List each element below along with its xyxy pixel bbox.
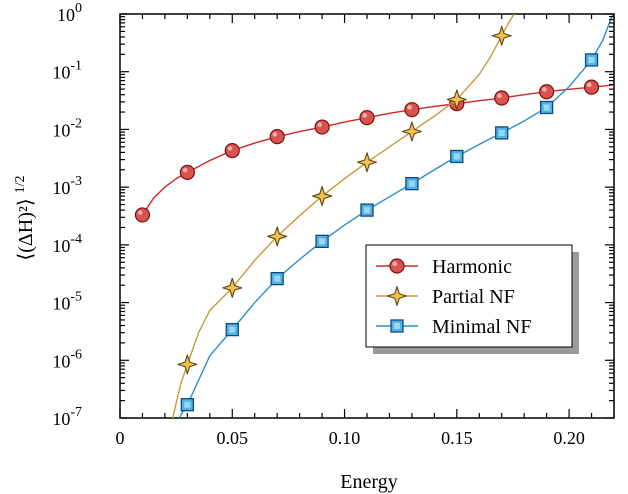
data-point-highlight: [272, 132, 278, 137]
data-point-highlight: [543, 104, 550, 111]
y-tick-label: 10-3: [52, 174, 82, 198]
legend-label: Harmonic: [432, 256, 512, 278]
x-tick-label: 0.20: [553, 428, 585, 448]
y-tick-label-exponent: -7: [70, 405, 82, 420]
ticks-layer: [119, 13, 615, 419]
x-tick-label: 0: [116, 428, 125, 448]
data-point: [446, 89, 467, 110]
tick-labels-layer: 0 0.05 0.10 0.15 0.2010010-110-210-310-410-5…: [52, 1, 585, 448]
data-point: [539, 84, 555, 100]
data-point: [494, 90, 510, 106]
x-axis-title: Energy: [340, 471, 397, 493]
data-point-highlight: [407, 105, 412, 110]
y-tick-label-base: 10: [52, 120, 70, 140]
data-point-highlight: [319, 238, 326, 245]
data-point-highlight: [274, 275, 281, 282]
legend-marker: [386, 285, 408, 307]
y-tick-label-exponent: -6: [70, 347, 82, 362]
data-point-highlight: [408, 180, 415, 187]
data-point-highlight: [182, 167, 188, 173]
data-point: [312, 186, 333, 207]
legend-marker-highlight: [392, 261, 398, 267]
data-point-highlight: [497, 93, 502, 99]
y-axis-title: ⟨(ΔH)²⟩ 1/2: [13, 175, 37, 260]
y-tick-label-exponent: -4: [70, 232, 82, 247]
data-point-highlight: [364, 207, 370, 214]
x-tick-label: 0.05: [217, 428, 249, 448]
data-point: [583, 79, 600, 95]
series-partial-nf: [172, 14, 515, 418]
series-minimal-nf: [178, 14, 614, 418]
y-tick-label: 100: [57, 1, 82, 25]
data-point-highlight: [586, 82, 592, 88]
data-point-highlight: [229, 326, 236, 333]
data-point: [267, 226, 288, 247]
data-point: [224, 142, 240, 159]
legend-marker-highlight: [394, 323, 400, 329]
data-point: [179, 164, 195, 181]
y-tick-label-exponent: -5: [70, 290, 82, 305]
legend-entry: Harmonic: [376, 256, 512, 278]
y-tick-label: 10-4: [52, 232, 82, 256]
y-tick-label-base: 10: [52, 409, 70, 429]
y-tick-label-base: 10: [57, 5, 75, 25]
series-line: [178, 14, 614, 418]
y-tick-label: 10-6: [52, 347, 82, 371]
data-point: [177, 354, 198, 375]
legend-entry: Minimal NF: [376, 316, 531, 338]
series-line: [172, 14, 515, 418]
y-tick-label-exponent: 0: [75, 1, 82, 16]
y-axis-title-exponent: 1/2: [13, 175, 28, 193]
y-tick-label: 10-7: [52, 405, 82, 429]
y-tick-label-base: 10: [52, 351, 70, 371]
y-tick-label-exponent: -2: [70, 116, 82, 131]
data-point: [491, 25, 512, 46]
y-tick-label: 10-1: [52, 59, 82, 83]
data-point-highlight: [227, 145, 233, 151]
legend-label: Partial NF: [432, 286, 515, 308]
data-point: [404, 102, 420, 118]
data-point-highlight: [317, 122, 323, 128]
y-tick-label-base: 10: [52, 294, 70, 314]
data-point: [401, 121, 422, 142]
y-tick-label-exponent: -1: [70, 59, 82, 74]
legend-entry: Partial NF: [376, 285, 515, 308]
y-tick-label-base: 10: [52, 236, 70, 256]
data-point-highlight: [184, 401, 191, 408]
data-point: [134, 207, 151, 223]
data-point-highlight: [137, 210, 143, 215]
data-point-highlight: [362, 113, 368, 118]
data-point: [314, 119, 330, 135]
data-point-highlight: [498, 129, 505, 136]
y-tick-label-base: 10: [52, 63, 70, 83]
series-harmonic: [134, 79, 614, 223]
y-axis-title-main: ⟨(ΔH)²⟩: [15, 198, 37, 260]
y-tick-label: 10-5: [52, 290, 82, 314]
legend: Harmonic Partial NF Minimal NF: [365, 244, 579, 354]
x-tick-label: 0.10: [329, 428, 361, 448]
data-point-highlight: [453, 153, 460, 160]
data-point: [269, 129, 285, 145]
y-tick-label-exponent: -3: [70, 174, 82, 189]
data-point: [356, 152, 378, 173]
y-tick-label-base: 10: [52, 178, 70, 198]
data-point: [222, 277, 243, 298]
data-point-highlight: [542, 87, 547, 92]
data-point-highlight: [588, 56, 595, 63]
data-point: [359, 110, 375, 126]
legend-label: Minimal NF: [432, 316, 531, 338]
y-tick-label: 10-2: [52, 116, 82, 140]
x-tick-label: 0.15: [441, 428, 473, 448]
series-layer: [134, 14, 614, 418]
legend-marker: [389, 258, 405, 274]
legend-entries: Harmonic Partial NF Minimal NF: [376, 256, 531, 338]
